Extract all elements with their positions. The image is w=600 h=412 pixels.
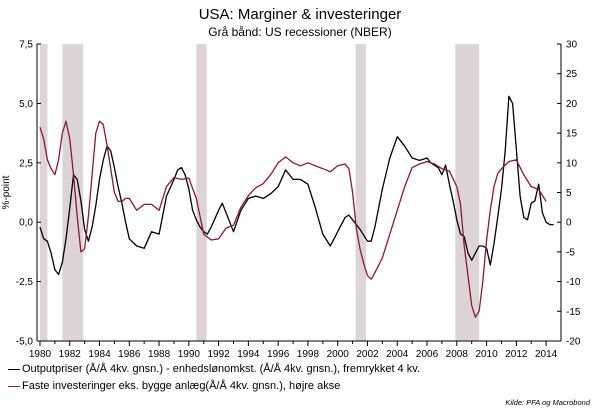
right-tick-label-9: -15	[566, 307, 581, 318]
x-tick-label-2: 1984	[88, 349, 111, 360]
x-tick-label-3: 1986	[118, 349, 141, 360]
left-tick-label-4: -2,5	[16, 277, 34, 288]
right-tick-label-6: 0	[566, 218, 572, 229]
legend-label-investment: Faste investeringer eks. bygge anlæg(Å/Å…	[22, 380, 341, 392]
recession-band-3	[355, 44, 366, 341]
legend-item-investment: Faste investeringer eks. bygge anlæg(Å/Å…	[8, 378, 420, 395]
right-tick-label-3: 15	[566, 129, 578, 140]
left-tick-label-5: -5,0	[16, 337, 34, 348]
recession-band-2	[196, 44, 207, 341]
source-note: Kilde: PFA og Macrobond	[505, 398, 590, 407]
recession-band-4	[455, 44, 480, 341]
x-tick-label-13: 2006	[416, 349, 439, 360]
right-tick-label-10: -20	[566, 337, 581, 348]
left-tick-label-3: 0,0	[19, 218, 33, 229]
series-lines	[39, 95, 554, 318]
x-tick-label-5: 1990	[178, 349, 201, 360]
legend-item-margin: Outputpriser (Å/Å 4kv. gnsn.) - enhedslø…	[8, 361, 420, 378]
right-tick-label-7: -5	[566, 247, 575, 258]
legend-swatch-margin	[8, 369, 20, 370]
recession-bands	[39, 44, 480, 341]
right-tick-label-5: 5	[566, 188, 572, 199]
x-tick-label-9: 1998	[297, 349, 320, 360]
left-axis-title: %-point	[1, 175, 12, 209]
chart-subtitle: Grå bånd: US recessioner (NBER)	[208, 25, 392, 39]
axis-ticks: 7,5 5,0 2,5 0,0 -2,5 -5,0 30 25 20 15 10 5 0 -5 -10 -15…	[1, 40, 581, 361]
legend: Outputpriser (Å/Å 4kv. gnsn.) - enhedslø…	[8, 361, 420, 395]
left-tick-label-0: 7,5	[19, 40, 33, 51]
right-tick-label-1: 25	[566, 69, 578, 80]
x-tick-label-8: 1996	[267, 349, 290, 360]
recession-band-0	[39, 44, 48, 341]
x-tick-label-4: 1988	[148, 349, 171, 360]
x-tick-label-0: 1980	[29, 349, 52, 360]
legend-swatch-investment	[8, 386, 20, 387]
x-tick-label-14: 2008	[446, 349, 469, 360]
left-tick-label-2: 2,5	[19, 158, 33, 169]
x-tick-label-10: 2000	[327, 349, 350, 360]
series-line-1	[39, 120, 547, 318]
x-tick-label-17: 2014	[535, 349, 558, 360]
left-tick-label-1: 5,0	[19, 99, 33, 110]
right-tick-label-8: -10	[566, 277, 581, 288]
recession-band-1	[62, 44, 84, 341]
x-tick-label-1: 1982	[59, 349, 82, 360]
x-tick-label-12: 2004	[386, 349, 409, 360]
x-tick-label-7: 1994	[237, 349, 260, 360]
chart-title: USA: Marginer & investeringer	[198, 6, 402, 23]
right-tick-label-2: 20	[566, 99, 578, 110]
x-tick-label-16: 2012	[505, 349, 528, 360]
right-tick-label-4: 10	[566, 158, 578, 169]
series-line-0	[39, 95, 554, 276]
right-tick-label-0: 30	[566, 40, 578, 51]
x-tick-label-6: 1992	[207, 349, 230, 360]
plot-frame	[36, 44, 562, 342]
x-tick-label-15: 2010	[475, 349, 498, 360]
legend-label-margin: Outputpriser (Å/Å 4kv. gnsn.) - enhedslø…	[22, 363, 420, 375]
x-tick-label-11: 2002	[356, 349, 379, 360]
